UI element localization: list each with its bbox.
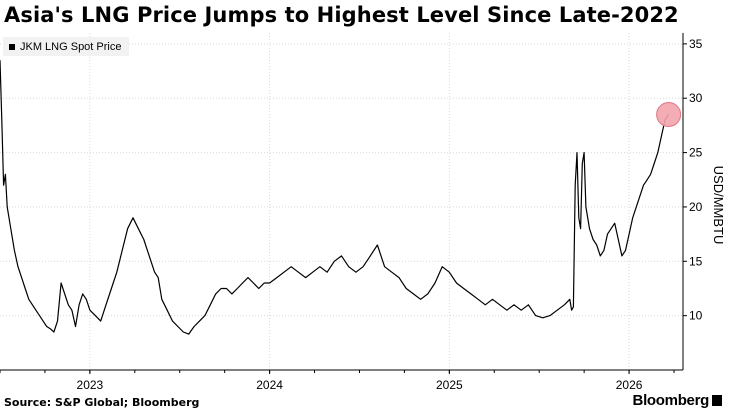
legend-swatch-icon [9,43,15,50]
brand-name: Bloomberg [632,392,710,409]
x-tick-label: 2025 [436,378,463,392]
y-tick-label: 15 [689,254,703,268]
latest-value-marker [656,102,682,128]
x-axis-ticks: 2023 2024 2025 2026 [0,370,675,392]
y-axis-label: USD/MMBTU [711,166,726,245]
series-line-jkm [0,60,670,335]
x-tick-label: 2024 [256,378,283,392]
legend: JKM LNG Spot Price [3,37,130,56]
y-tick-label: 30 [689,91,703,105]
legend-label: JKM LNG Spot Price [20,40,122,53]
chart-title: Asia's LNG Price Jumps to Highest Level … [4,3,679,27]
y-tick-label: 35 [689,37,703,51]
source-note: Source: S&P Global; Bloomberg [4,396,200,409]
y-tick-label: 20 [689,200,703,214]
grid-layer [0,33,683,370]
brand-logo: Bloomberg [633,392,722,409]
x-tick-label: 2026 [616,378,643,392]
x-tick-label: 2023 [77,378,104,392]
bloomberg-chart-icon [712,395,722,406]
y-tick-label: 25 [689,146,703,160]
series-layer [0,60,682,335]
y-axis-ticks: 10 15 20 25 30 35 [683,37,703,323]
y-tick-label: 10 [689,309,703,323]
